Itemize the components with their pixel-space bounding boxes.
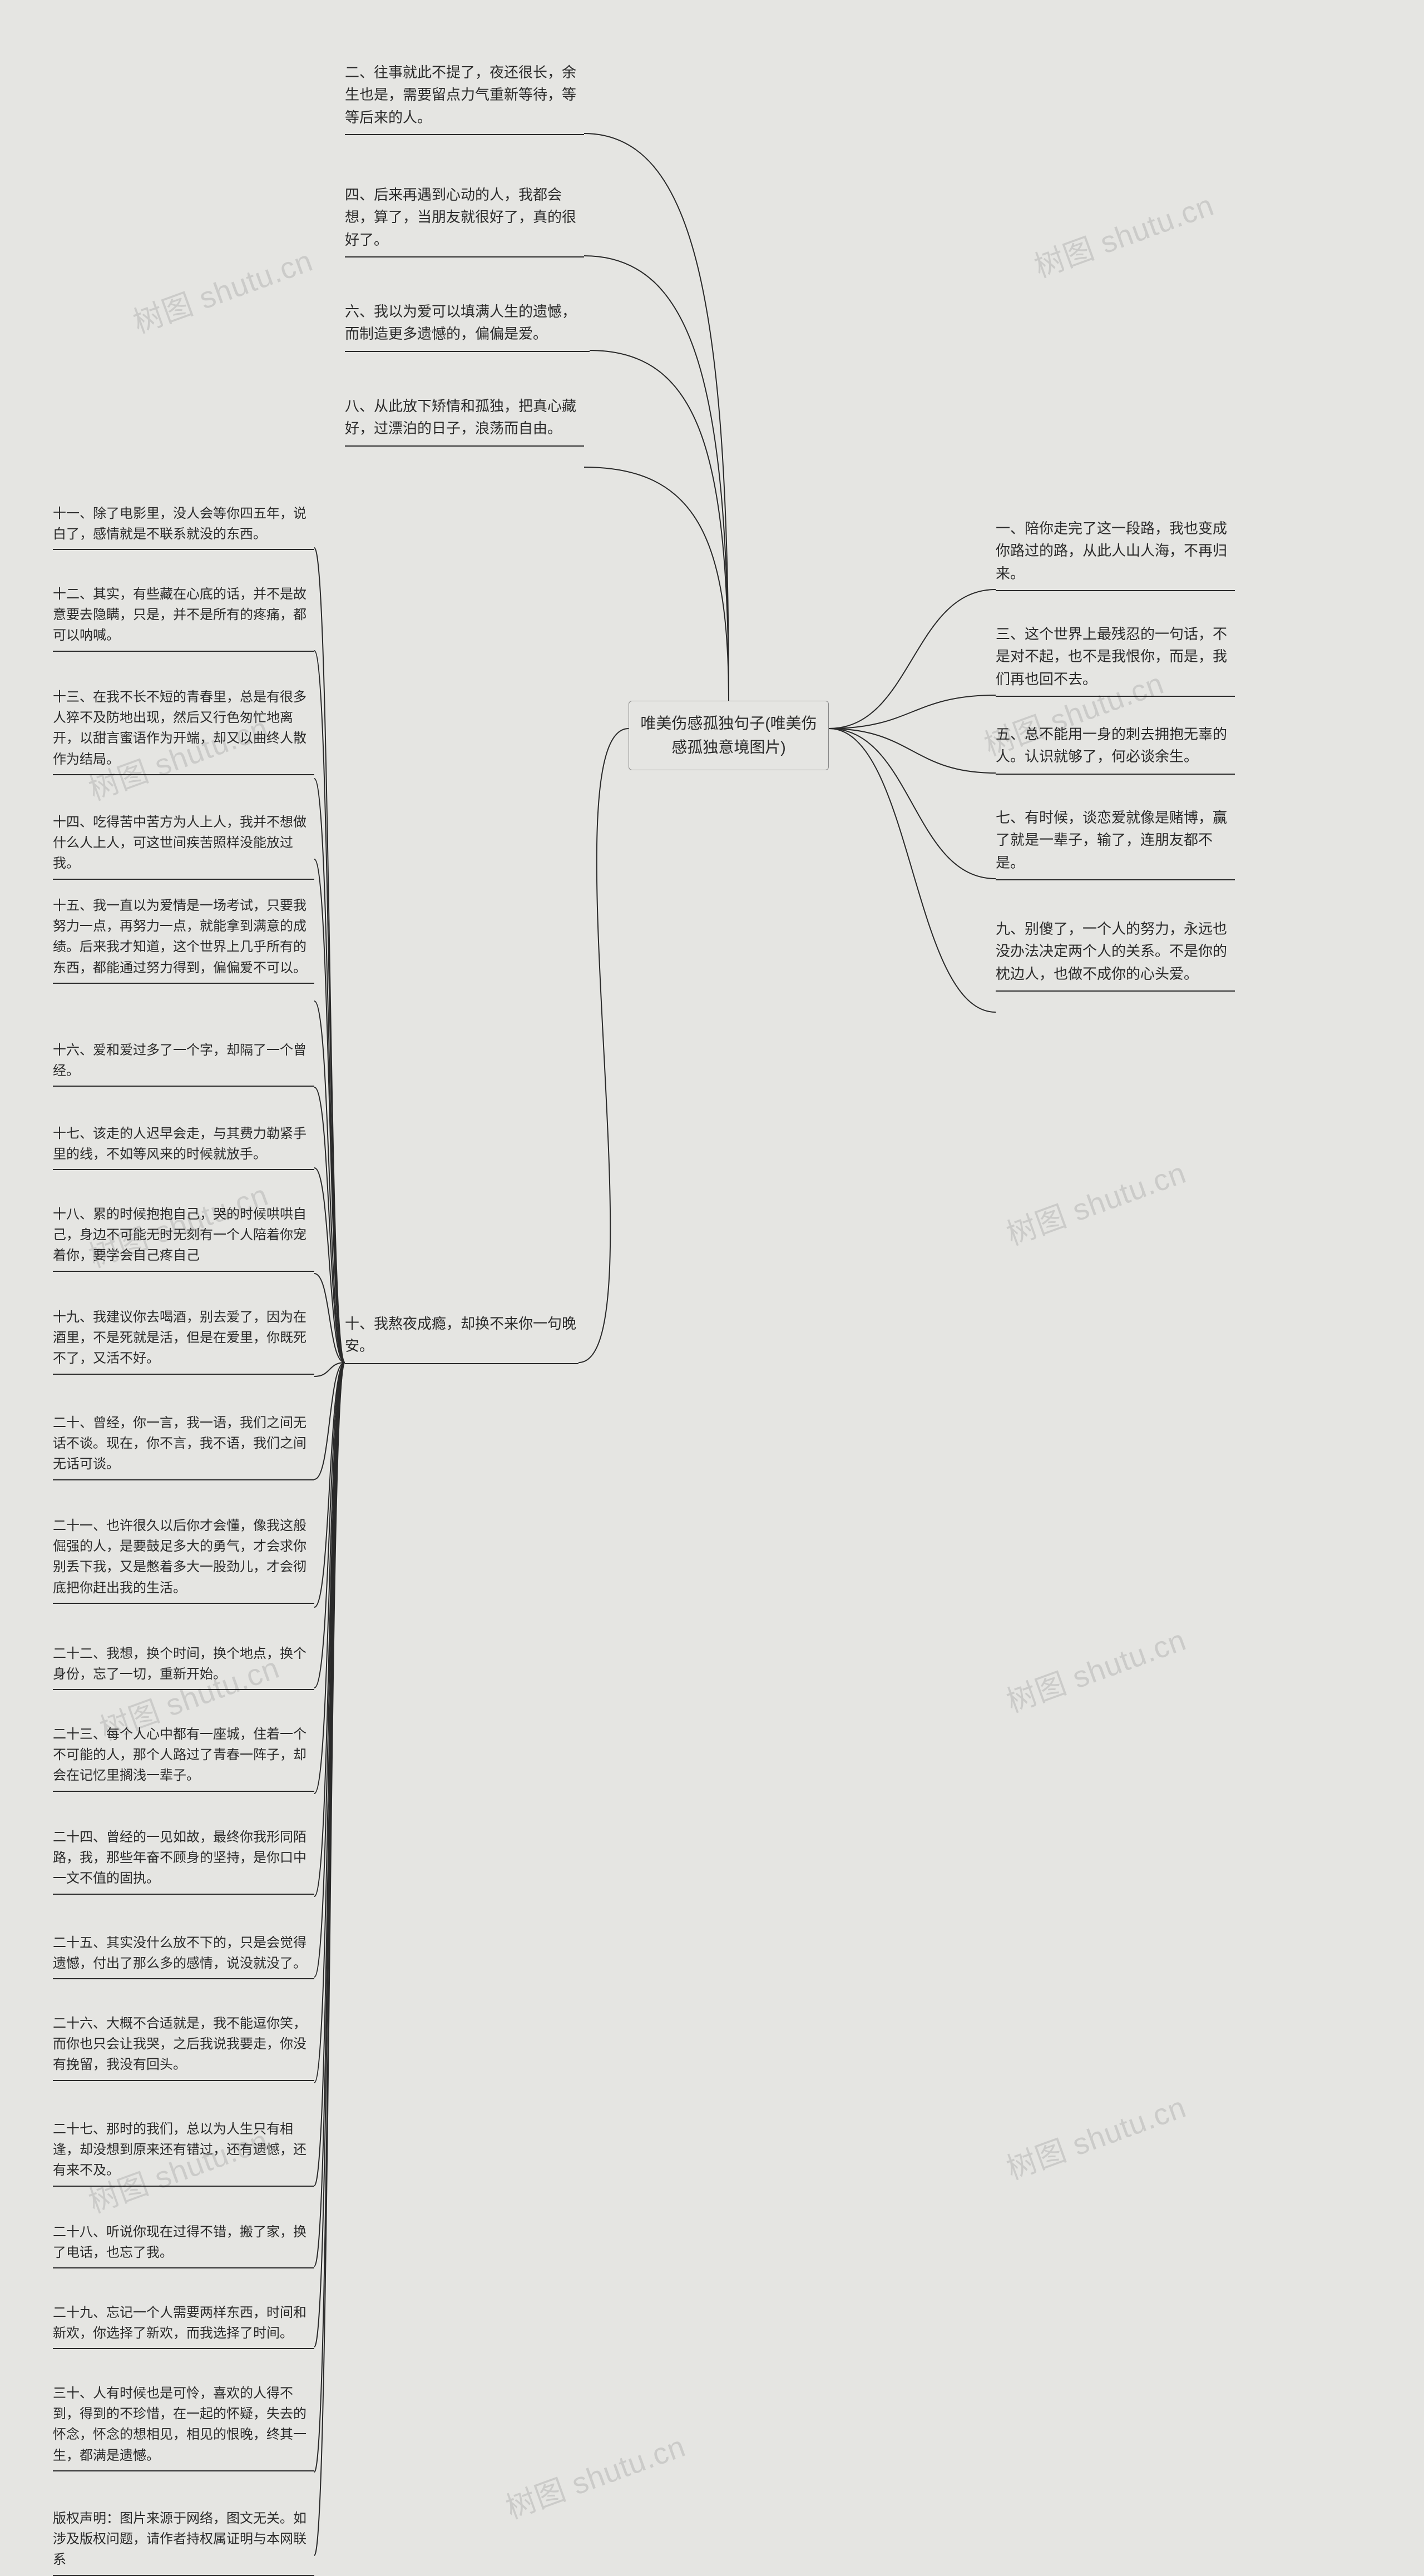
- left-child-0: 十一、除了电影里，没人会等你四五年，说白了，感情就是不联系就没的东西。: [53, 503, 314, 550]
- left-child-12: 二十三、每个人心中都有一座城，住着一个不可能的人，那个人路过了青春一阵子，却会在…: [53, 1724, 314, 1792]
- top-branch-0: 二、往事就此不提了，夜还很长，余生也是，需要留点力气重新等待，等等后来的人。: [345, 61, 584, 135]
- mindmap-root-node: 唯美伤感孤独句子(唯美伤感孤独意境图片): [629, 701, 829, 770]
- left-child-10: 二十一、也许很久以后你才会懂，像我这般倔强的人，是要鼓足多大的勇气，才会求你别丢…: [53, 1515, 314, 1604]
- watermark-10: 树图 shutu.cn: [499, 2422, 691, 2528]
- right-branch-2: 五、总不能用一身的刺去拥抱无辜的人。认识就够了，何必谈余生。: [996, 723, 1235, 775]
- left-child-19: 三十、人有时候也是可怜，喜欢的人得不到，得到的不珍惜，在一起的怀疑，失去的怀念，…: [53, 2383, 314, 2471]
- left-child-13: 二十四、曾经的一见如故，最终你我形同陌路，我，那些年奋不顾身的坚持，是你口中一文…: [53, 1827, 314, 1895]
- left-child-17: 二十八、听说你现在过得不错，搬了家，换了电话，也忘了我。: [53, 2222, 314, 2268]
- left-child-6: 十七、该走的人迟早会走，与其费力勒紧手里的线，不如等风来的时候就放手。: [53, 1123, 314, 1170]
- left-child-1: 十二、其实，有些藏在心底的话，并不是故意要去隐瞒，只是，并不是所有的疼痛，都可以…: [53, 584, 314, 652]
- watermark-1: 树图 shutu.cn: [1027, 181, 1219, 286]
- left-child-20: 版权声明：图片来源于网络，图文无关。如涉及版权问题，请作者持权属证明与本网联系: [53, 2508, 314, 2576]
- left-child-2: 十三、在我不长不短的青春里，总是有很多人猝不及防地出现，然后又行色匆忙地离开，以…: [53, 687, 314, 775]
- right-branch-3: 七、有时候，谈恋爱就像是赌博，赢了就是一辈子，输了，连朋友都不是。: [996, 806, 1235, 880]
- left-child-16: 二十七、那时的我们，总以为人生只有相逢，却没想到原来还有错过，还有遗憾，还有来不…: [53, 2119, 314, 2187]
- left-child-7: 十八、累的时候抱抱自己，哭的时候哄哄自己，身边不可能无时无刻有一个人陪着你宠着你…: [53, 1204, 314, 1272]
- left-parent-0: 十、我熬夜成瘾，却换不来你一句晚安。: [345, 1312, 578, 1364]
- left-child-11: 二十二、我想，换个时间，换个地点，换个身份，忘了一切，重新开始。: [53, 1643, 314, 1690]
- left-child-9: 二十、曾经，你一言，我一语，我们之间无话不谈。现在，你不言，我不语，我们之间无话…: [53, 1413, 314, 1480]
- left-child-5: 十六、爱和爱过多了一个字，却隔了一个曾经。: [53, 1040, 314, 1087]
- watermark-7: 树图 shutu.cn: [1000, 1616, 1191, 1721]
- watermark-5: 树图 shutu.cn: [1000, 1148, 1191, 1254]
- left-child-15: 二十六、大概不合适就是，我不能逗你笑，而你也只会让我哭，之后我说我要走，你没有挽…: [53, 2013, 314, 2081]
- watermark-9: 树图 shutu.cn: [1000, 2083, 1191, 2188]
- watermark-0: 树图 shutu.cn: [126, 236, 318, 342]
- right-branch-0: 一、陪你走完了这一段路，我也变成你路过的路，从此人山人海，不再归来。: [996, 517, 1235, 591]
- left-child-3: 十四、吃得苦中苦方为人上人，我并不想做什么人上人，可这世间疾苦照样没能放过我。: [53, 812, 314, 880]
- top-branch-3: 八、从此放下矫情和孤独，把真心藏好，过漂泊的日子，浪荡而自由。: [345, 395, 584, 447]
- right-branch-4: 九、别傻了，一个人的努力，永远也没办法决定两个人的关系。不是你的枕边人，也做不成…: [996, 918, 1235, 992]
- top-branch-2: 六、我以为爱可以填满人生的遗憾，而制造更多遗憾的，偏偏是爱。: [345, 300, 590, 352]
- right-branch-1: 三、这个世界上最残忍的一句话，不是对不起，也不是我恨你，而是，我们再也回不去。: [996, 623, 1235, 697]
- left-child-18: 二十九、忘记一个人需要两样东西，时间和新欢，你选择了新欢，而我选择了时间。: [53, 2302, 314, 2349]
- left-child-14: 二十五、其实没什么放不下的，只是会觉得遗憾，付出了那么多的感情，说没就没了。: [53, 1933, 314, 1979]
- top-branch-1: 四、后来再遇到心动的人，我都会想，算了，当朋友就很好了，真的很好了。: [345, 184, 584, 257]
- left-child-4: 十五、我一直以为爱情是一场考试，只要我努力一点，再努力一点，就能拿到满意的成绩。…: [53, 895, 314, 984]
- left-child-8: 十九、我建议你去喝酒，别去爱了，因为在酒里，不是死就是活，但是在爱里，你既死不了…: [53, 1307, 314, 1375]
